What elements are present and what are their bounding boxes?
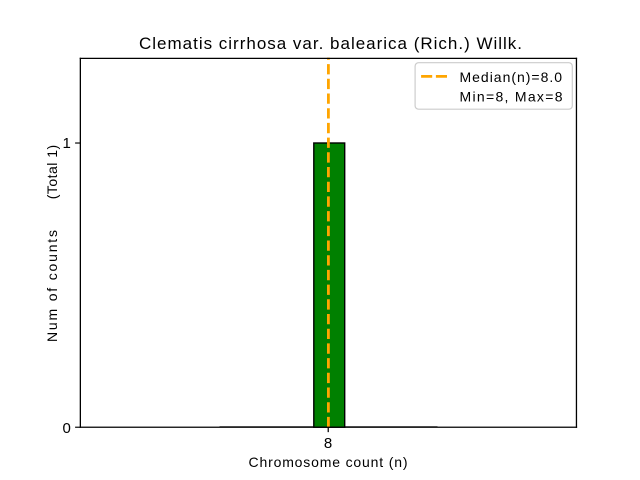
svg-text:0: 0 [63,420,71,437]
svg-text:Num of counts: Num of counts [44,230,60,342]
svg-text:Clematis cirrhosa var. baleari: Clematis cirrhosa var. balearica (Rich.)… [139,34,522,53]
svg-text:Min=8, Max=8: Min=8, Max=8 [460,89,563,105]
svg-text:(Total 1): (Total 1) [44,145,60,200]
svg-text:8: 8 [324,435,332,452]
svg-text:Median(n)=8.0: Median(n)=8.0 [460,69,563,85]
svg-text:1: 1 [63,135,71,152]
svg-text:Chromosome count (n): Chromosome count (n) [249,454,408,470]
